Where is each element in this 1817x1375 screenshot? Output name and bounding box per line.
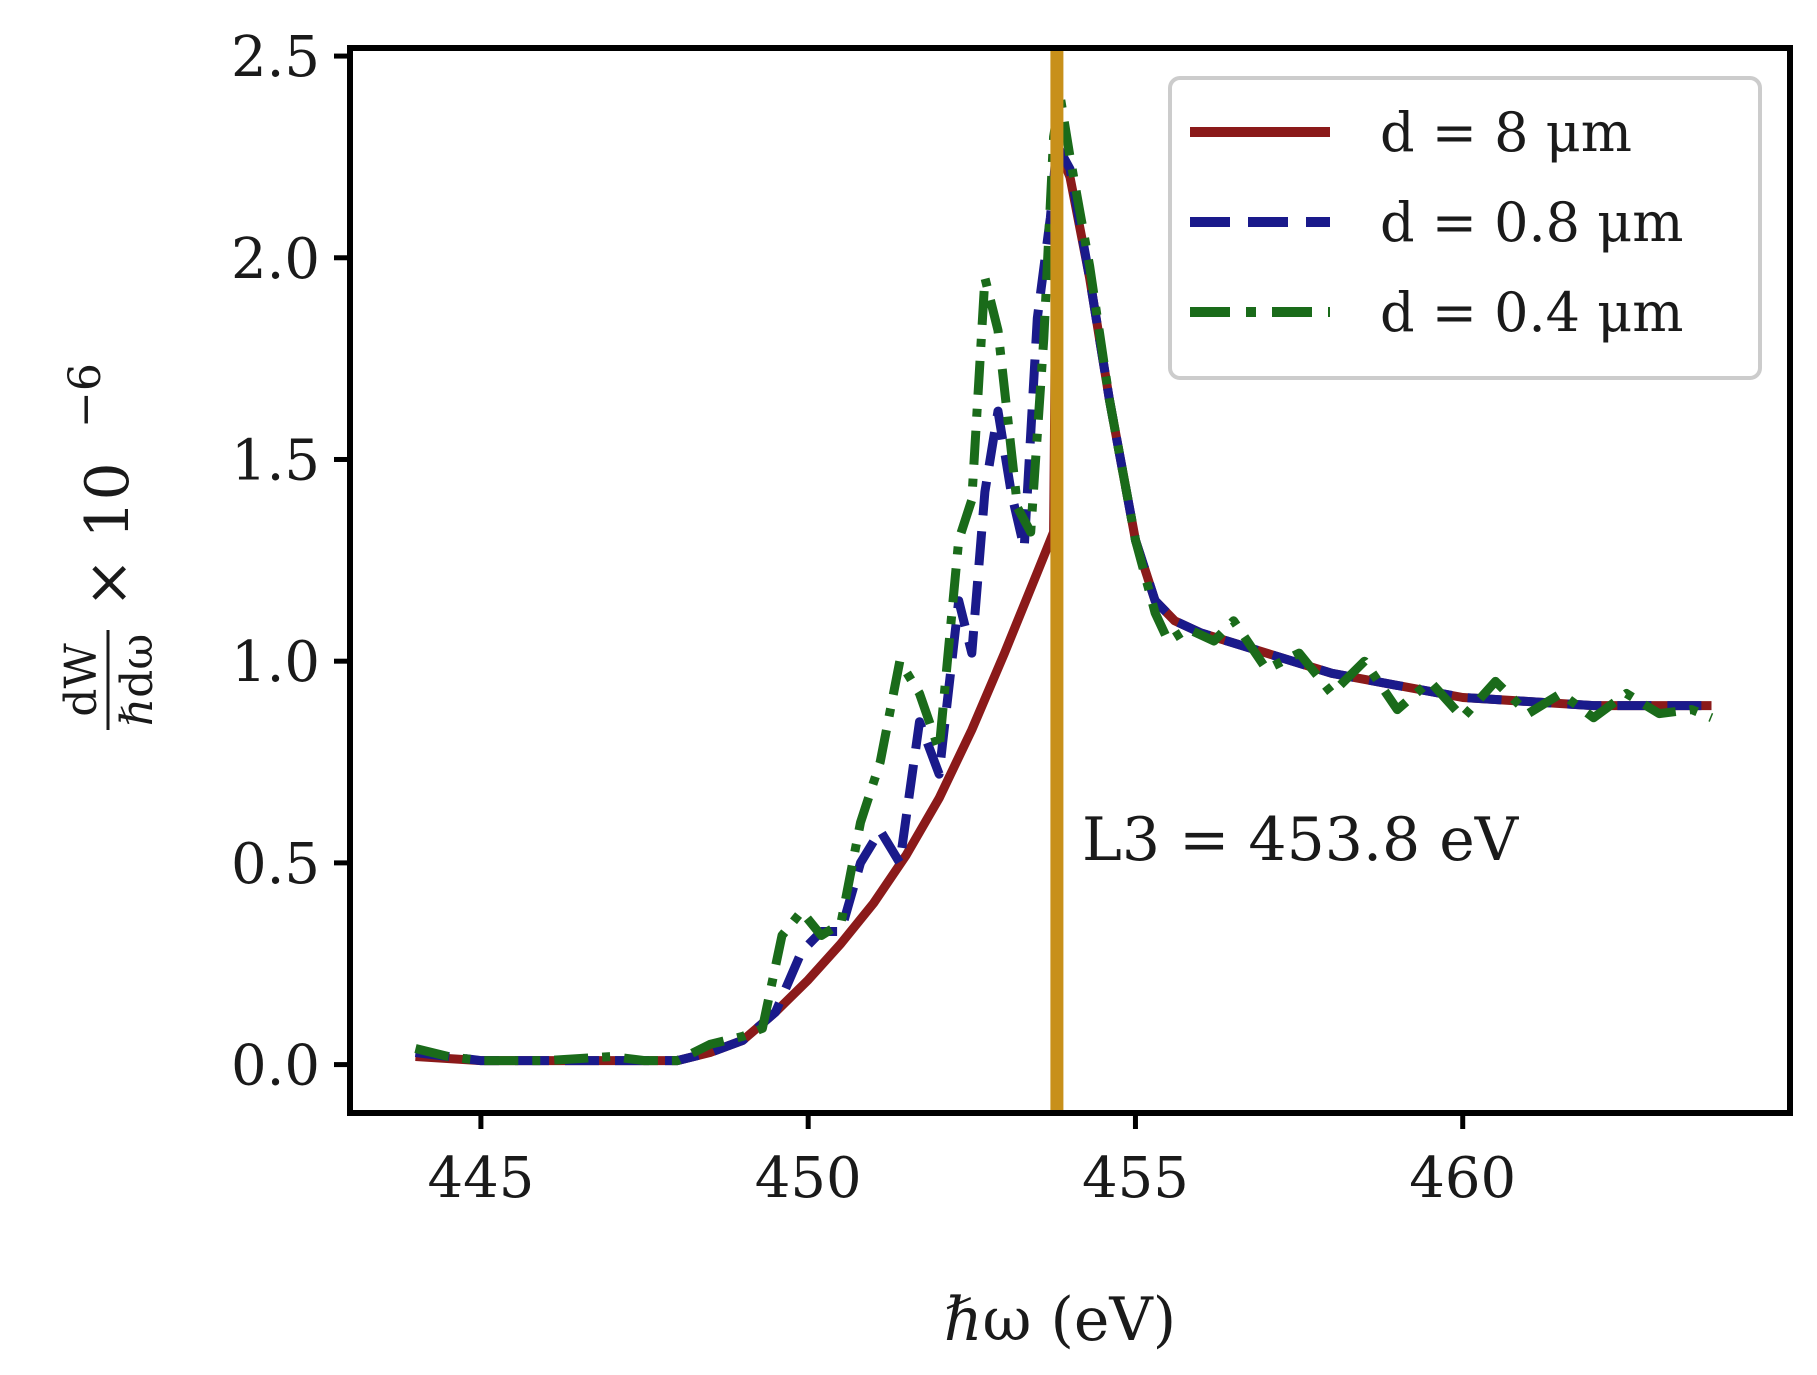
y-axis-label: dW ℏdω × 10 −6 <box>56 363 163 730</box>
y-tick-label-0.0: 0.0 <box>231 1034 320 1099</box>
x-tick-label-445: 445 <box>427 1146 534 1211</box>
y-tick-label-2.5: 2.5 <box>231 25 320 90</box>
legend-label-d04: d = 0.4 μm <box>1380 281 1684 344</box>
x-axis: 445 450 455 460 <box>427 1113 1516 1211</box>
y-label-multiplier: × 10 <box>73 462 143 608</box>
y-label-denominator: ℏdω <box>112 634 163 726</box>
y-tick-label-0.5: 0.5 <box>231 832 320 897</box>
legend-label-d8: d = 8 μm <box>1380 101 1632 164</box>
y-label-numerator: dW <box>56 643 107 717</box>
x-tick-label-450: 450 <box>755 1146 862 1211</box>
x-axis-label: ℏω (eV) <box>944 1285 1176 1355</box>
y-tick-label-2.0: 2.0 <box>231 227 320 292</box>
legend-label-d08: d = 0.8 μm <box>1380 191 1684 254</box>
plot-frame <box>347 45 1793 1116</box>
series-line-d-0-4-m <box>414 91 1714 1066</box>
y-label-exponent: −6 <box>60 363 111 428</box>
x-tick-label-455: 455 <box>1082 1146 1189 1211</box>
x-tick-label-460: 460 <box>1409 1146 1516 1211</box>
y-tick-label-1.5: 1.5 <box>231 428 320 493</box>
legend: d = 8 μm d = 0.8 μm d = 0.4 μm <box>1168 76 1762 380</box>
y-axis: 0.0 0.5 1.0 1.5 2.0 2.5 <box>231 25 350 1099</box>
legend-box <box>1168 76 1762 380</box>
l3-annotation: L3 = 453.8 eV <box>1082 805 1520 875</box>
y-tick-label-1.0: 1.0 <box>231 630 320 695</box>
